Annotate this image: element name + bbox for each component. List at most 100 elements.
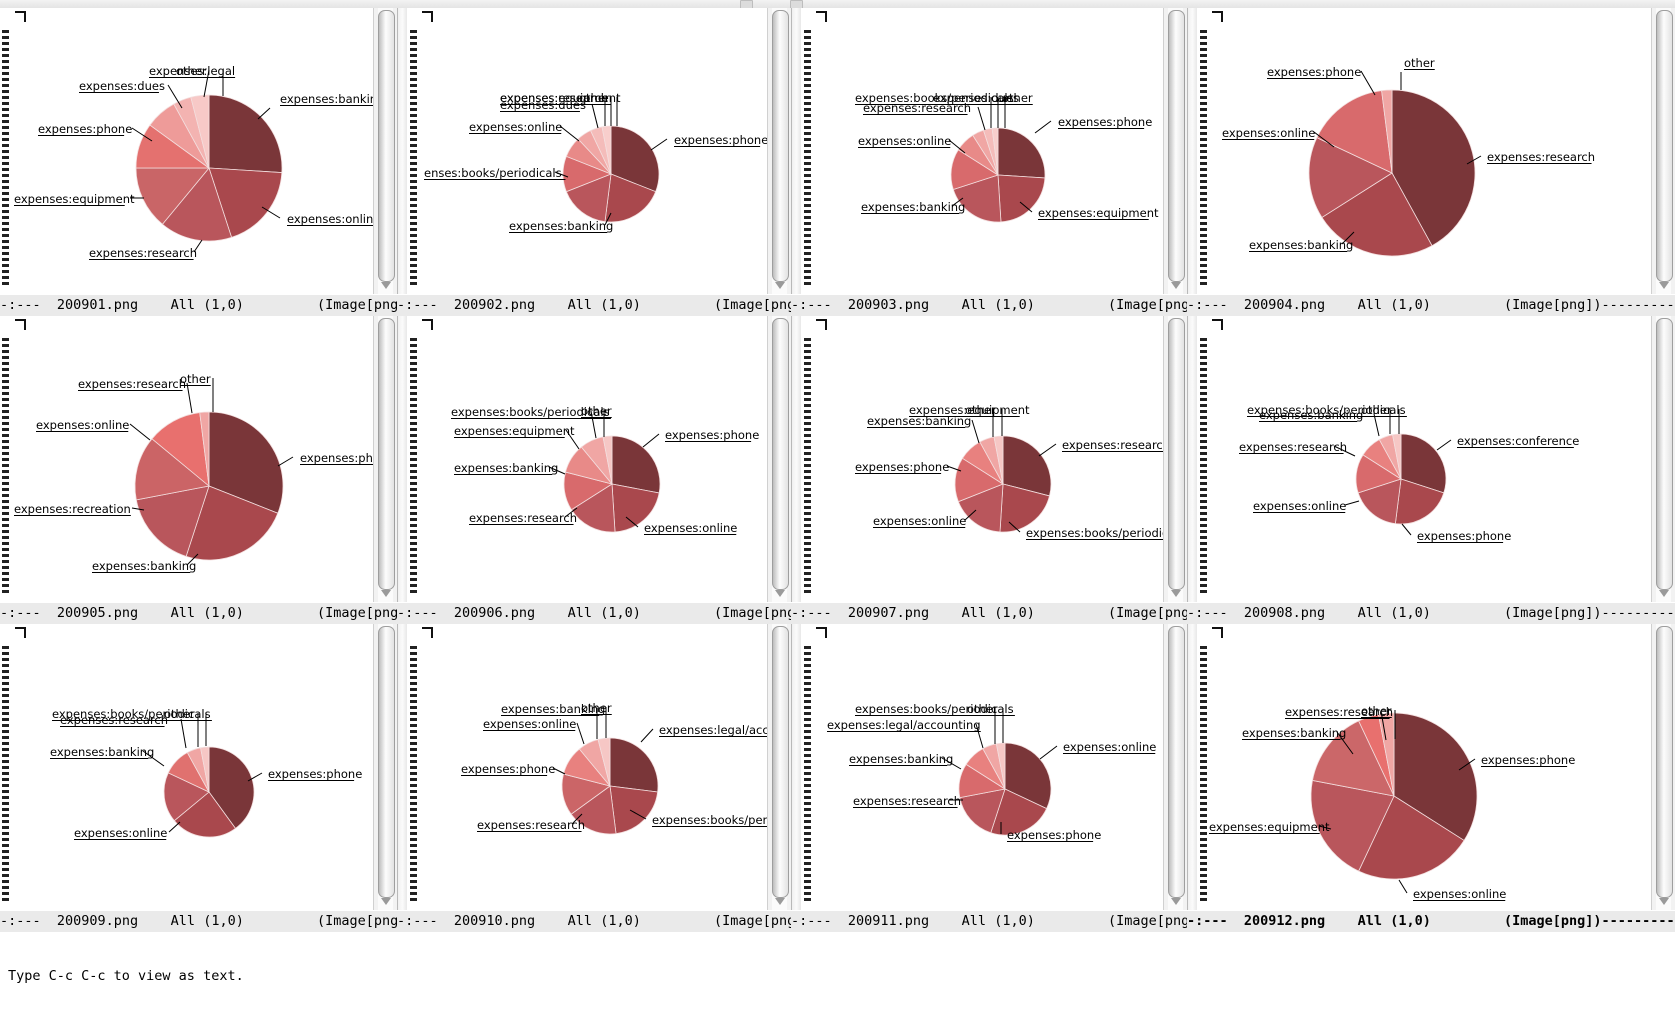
pie-slice-label: expenses:banking: [1242, 726, 1346, 740]
pie-leader-line: [629, 809, 647, 820]
fringe-left: [0, 8, 11, 295]
pie-leader-line: [1466, 155, 1482, 165]
modeline-200908[interactable]: -:--- 200908.png All (1,0) (Image[png])-…: [1187, 602, 1675, 624]
pie-slice-label: expenses:phone: [38, 122, 132, 136]
pie-slice: [1358, 795, 1465, 880]
scrollbar-vertical[interactable]: [1651, 624, 1675, 911]
scrollbar-vertical[interactable]: [1651, 8, 1675, 295]
window-200910[interactable]: expenses:legal/accoun expenses:books/peri…: [397, 624, 791, 932]
scrollbar-vertical[interactable]: [373, 316, 397, 603]
pie-leader-line: [1458, 758, 1476, 771]
scrollbar-vertical[interactable]: [767, 316, 791, 603]
pie-slice-label: expenses:online: [36, 418, 129, 432]
pie-slice: [208, 94, 283, 174]
window-200901[interactable]: expenses:banking expenses:online expenses:…: [0, 8, 397, 316]
pie-slice: [163, 772, 210, 822]
modeline-200909[interactable]: -:--- 200909.png All (1,0) (Image[png]): [0, 910, 397, 932]
modeline-200901[interactable]: -:--- 200901.png All (1,0) (Image[png]): [0, 294, 397, 316]
pie-leader-line: [131, 507, 145, 511]
modeline-200902[interactable]: -:--- 200902.png All (1,0) (Image[png]): [397, 294, 791, 316]
pie-leader-line: [257, 107, 271, 120]
echo-area: Type C-c C-c to view as text.: [0, 932, 1675, 1004]
image-canvas: expenses:research expenses:banking expense…: [1209, 8, 1651, 295]
modeline-200904[interactable]: -:--- 200904.png All (1,0) (Image[png])-…: [1187, 294, 1675, 316]
modeline-200907[interactable]: -:--- 200907.png All (1,0) (Image[png]): [791, 602, 1187, 624]
pie-slice: [1357, 478, 1402, 525]
pie-slice-label: expenses:research: [500, 91, 608, 105]
modeline-200905[interactable]: -:--- 200905.png All (1,0) (Image[png]): [0, 602, 397, 624]
window-200908[interactable]: expenses:conference expenses:phone expense…: [1187, 316, 1675, 624]
pie-leader-line: [625, 516, 639, 528]
modeline-200911[interactable]: -:--- 200911.png All (1,0) (Image[png]): [791, 910, 1187, 932]
window-200907[interactable]: expenses:research expenses:books/periodic…: [791, 316, 1187, 624]
window-200902[interactable]: expenses:phone expenses:banking enses:book…: [397, 8, 791, 316]
pie-slice-label: expenses:online: [873, 514, 966, 528]
pie-leader-line: [1034, 120, 1052, 134]
image-corner-marker: [1212, 11, 1223, 22]
window-200912[interactable]: expenses:phone expenses:online expenses:eq…: [1187, 624, 1675, 932]
pie-slice-label: expenses:research: [89, 246, 197, 260]
pie-slice-label: expenses:banking: [849, 752, 953, 766]
pie-slice-label: expenses:banking: [1259, 408, 1363, 422]
pie-slice: [957, 483, 1004, 533]
scrollbar-vertical[interactable]: [1163, 8, 1187, 295]
window-row-1: expenses:bankingexpenses:onlineexpenses:…: [0, 8, 1675, 316]
window-200906[interactable]: expenses:phone expenses:online expenses:re…: [397, 316, 791, 624]
fringe-left: [407, 316, 418, 603]
pie-slice-label: expenses:online: [483, 717, 576, 731]
pie-leader-line: [1039, 745, 1058, 760]
pie-leader-line: [548, 466, 566, 475]
pie-leader-line: [1336, 731, 1354, 755]
modeline-200910[interactable]: -:--- 200910.png All (1,0) (Image[png]): [397, 910, 791, 932]
pie-slice-label: expenses:research: [78, 377, 186, 391]
window-200905[interactable]: expenses:phone expenses:banking expenses:r…: [0, 316, 397, 624]
pie-slice: [1308, 137, 1393, 219]
pie-leader-line: [1344, 500, 1360, 506]
pie-slice: [199, 411, 210, 487]
pie-slice-label: expenses:research: [477, 818, 585, 832]
window-200904[interactable]: expenses:research expenses:banking expense…: [1187, 8, 1675, 316]
scrollbar-vertical[interactable]: [373, 8, 397, 295]
window-200909[interactable]: expenses:phone expenses:online expenses:ba…: [0, 624, 397, 932]
pie-leader-line: [186, 553, 199, 566]
scrollbar-vertical[interactable]: [1163, 624, 1187, 911]
pie-slice: [997, 174, 1046, 223]
image-corner-marker: [816, 11, 827, 22]
pie-slice: [208, 746, 255, 829]
image-canvas: expenses:online expenses:phone expenses:re…: [813, 624, 1163, 911]
modeline-200912[interactable]: -:--- 200912.png All (1,0) (Image[png])-…: [1187, 910, 1675, 932]
scrollbar-vertical[interactable]: [373, 624, 397, 911]
image-corner-marker: [422, 319, 433, 330]
pie-slice: [570, 483, 616, 533]
pie-slice: [1312, 720, 1395, 797]
pie-slice-label: expenses:online: [1413, 887, 1506, 901]
window-200903[interactable]: expenses:phone expenses:equipment expenses…: [791, 8, 1187, 316]
pie-slice: [1004, 742, 1052, 810]
pie-slice-label: other: [1361, 403, 1392, 417]
pie-chart-200909: expenses:phone expenses:online expenses:ba…: [12, 624, 373, 911]
scrollbar-vertical[interactable]: [1163, 316, 1187, 603]
pie-leader-line: [975, 723, 984, 749]
scrollbar-vertical[interactable]: [767, 624, 791, 911]
pie-leader-line: [576, 722, 585, 745]
pie-slice-label: expenses:online: [644, 521, 737, 535]
pie-slice-label: expenses:research: [1239, 440, 1347, 454]
pie-slice: [565, 173, 612, 223]
pie-leader-line: [1360, 70, 1376, 96]
pie-slice-label: expenses:research: [1487, 150, 1595, 164]
fringe-left: [801, 316, 812, 603]
pie-slice-label: other: [581, 404, 612, 418]
pie-chart-200902: expenses:phone expenses:banking enses:book…: [419, 8, 767, 295]
pie-slice-label: expenses:phone: [1481, 753, 1575, 767]
pie-slice: [135, 167, 210, 225]
modeline-200906[interactable]: -:--- 200906.png All (1,0) (Image[png]): [397, 602, 791, 624]
modeline-200903[interactable]: -:--- 200903.png All (1,0) (Image[png]): [791, 294, 1187, 316]
scrollbar-vertical[interactable]: [1651, 316, 1675, 603]
pie-slice-label: expenses:online: [469, 120, 562, 134]
scrollbar-vertical[interactable]: [767, 8, 791, 295]
window-200911[interactable]: expenses:online expenses:phone expenses:re…: [791, 624, 1187, 932]
pie-slice-label: expenses:equipment: [909, 403, 1030, 417]
pie-slice-label: expenses:research: [853, 794, 961, 808]
image-canvas: expenses:phone expenses:banking enses:book…: [419, 8, 767, 295]
